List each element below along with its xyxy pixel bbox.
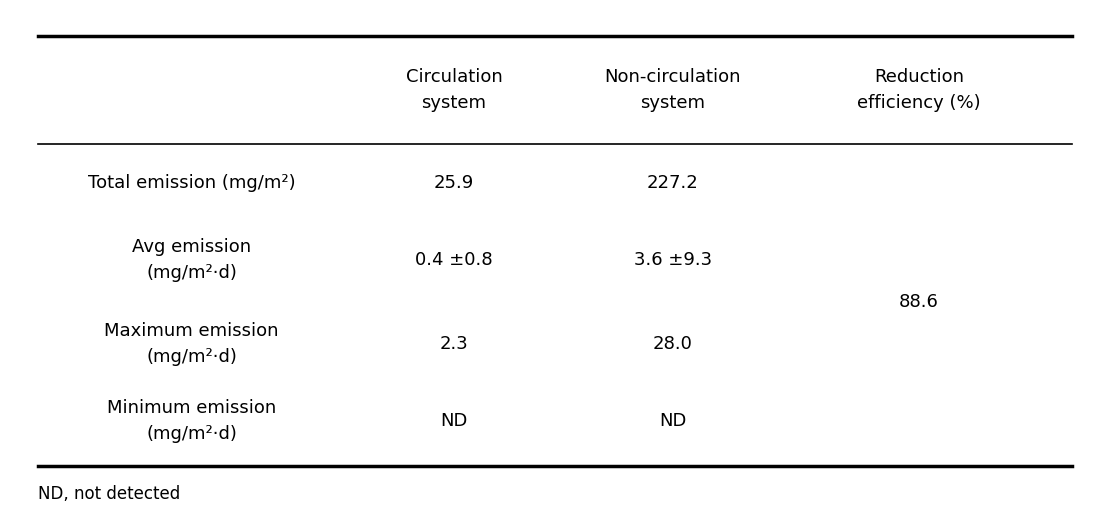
Text: 28.0: 28.0 — [653, 335, 693, 353]
Text: Non-circulation
system: Non-circulation system — [605, 68, 741, 112]
Text: Reduction
efficiency (%): Reduction efficiency (%) — [857, 68, 981, 112]
Text: Total emission (mg/m²): Total emission (mg/m²) — [88, 174, 295, 192]
Text: Minimum emission
(mg/m²·d): Minimum emission (mg/m²·d) — [107, 399, 276, 443]
Text: 227.2: 227.2 — [647, 174, 699, 192]
Text: Maximum emission
(mg/m²·d): Maximum emission (mg/m²·d) — [104, 321, 279, 366]
Text: ND: ND — [659, 412, 687, 430]
Text: ND: ND — [440, 412, 468, 430]
Text: 25.9: 25.9 — [434, 174, 474, 192]
Text: Circulation
system: Circulation system — [406, 68, 502, 112]
Text: 3.6 ±9.3: 3.6 ±9.3 — [633, 251, 712, 269]
Text: 2.3: 2.3 — [440, 335, 468, 353]
Text: 0.4 ±0.8: 0.4 ±0.8 — [416, 251, 492, 269]
Text: Avg emission
(mg/m²·d): Avg emission (mg/m²·d) — [132, 238, 251, 282]
Text: ND, not detected: ND, not detected — [38, 486, 181, 503]
Text: 88.6: 88.6 — [899, 293, 939, 311]
